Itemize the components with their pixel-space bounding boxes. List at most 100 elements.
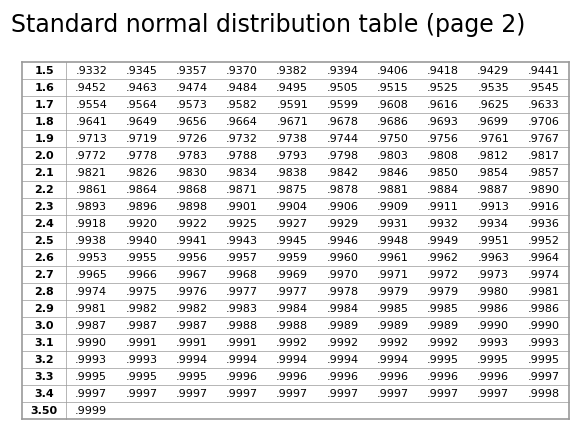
Text: .9990: .9990 bbox=[477, 321, 510, 331]
Text: .9997: .9997 bbox=[326, 389, 359, 399]
Text: .9981: .9981 bbox=[528, 287, 559, 297]
Text: .9995: .9995 bbox=[477, 355, 510, 365]
Text: 3.1: 3.1 bbox=[35, 338, 54, 348]
Text: .9793: .9793 bbox=[276, 151, 308, 161]
Text: .9830: .9830 bbox=[176, 168, 208, 178]
Text: .9974: .9974 bbox=[75, 287, 107, 297]
Text: .9991: .9991 bbox=[226, 338, 258, 348]
Text: .9884: .9884 bbox=[427, 185, 459, 195]
Text: 2.8: 2.8 bbox=[35, 287, 54, 297]
Text: .9625: .9625 bbox=[477, 100, 509, 110]
Text: .9671: .9671 bbox=[276, 117, 308, 127]
Text: 2.0: 2.0 bbox=[35, 151, 54, 161]
Text: .9649: .9649 bbox=[125, 117, 157, 127]
Text: .9938: .9938 bbox=[75, 236, 107, 246]
Text: .9994: .9994 bbox=[326, 355, 359, 365]
Text: .9996: .9996 bbox=[477, 372, 510, 382]
Text: 2.3: 2.3 bbox=[35, 202, 54, 212]
Text: 2.5: 2.5 bbox=[35, 236, 54, 246]
Text: .9922: .9922 bbox=[176, 219, 208, 229]
Text: .9821: .9821 bbox=[75, 168, 107, 178]
Text: .9881: .9881 bbox=[377, 185, 409, 195]
Text: .9966: .9966 bbox=[126, 270, 157, 280]
Text: .9564: .9564 bbox=[126, 100, 157, 110]
Text: .9990: .9990 bbox=[75, 338, 107, 348]
Text: .9783: .9783 bbox=[176, 151, 208, 161]
Text: .9750: .9750 bbox=[377, 134, 409, 144]
Text: .9973: .9973 bbox=[477, 270, 510, 280]
Text: .9945: .9945 bbox=[276, 236, 308, 246]
Text: 3.3: 3.3 bbox=[35, 372, 54, 382]
Text: .9946: .9946 bbox=[326, 236, 359, 246]
Text: .9969: .9969 bbox=[276, 270, 308, 280]
Text: .9994: .9994 bbox=[226, 355, 258, 365]
Text: .9678: .9678 bbox=[326, 117, 359, 127]
Text: .9515: .9515 bbox=[377, 83, 408, 93]
Text: .9996: .9996 bbox=[377, 372, 409, 382]
Text: .9599: .9599 bbox=[326, 100, 359, 110]
Text: .9826: .9826 bbox=[125, 168, 157, 178]
Text: .9955: .9955 bbox=[126, 253, 157, 263]
Text: .9616: .9616 bbox=[427, 100, 459, 110]
Text: .9989: .9989 bbox=[427, 321, 459, 331]
Text: .9357: .9357 bbox=[176, 66, 208, 76]
Text: .9993: .9993 bbox=[75, 355, 107, 365]
Text: .9998: .9998 bbox=[528, 389, 560, 399]
Text: .9948: .9948 bbox=[377, 236, 409, 246]
Text: .9893: .9893 bbox=[75, 202, 107, 212]
Text: 1.9: 1.9 bbox=[35, 134, 54, 144]
Text: 2.9: 2.9 bbox=[35, 304, 54, 314]
Text: .9452: .9452 bbox=[75, 83, 107, 93]
Text: .9997: .9997 bbox=[427, 389, 459, 399]
Text: .9554: .9554 bbox=[75, 100, 107, 110]
Text: .9633: .9633 bbox=[528, 100, 559, 110]
Text: .9871: .9871 bbox=[226, 185, 258, 195]
Text: .9975: .9975 bbox=[125, 287, 157, 297]
Text: .9943: .9943 bbox=[226, 236, 258, 246]
Text: .9817: .9817 bbox=[528, 151, 559, 161]
Text: .9984: .9984 bbox=[326, 304, 359, 314]
Text: .9931: .9931 bbox=[377, 219, 409, 229]
Text: .9986: .9986 bbox=[528, 304, 559, 314]
Text: .9979: .9979 bbox=[377, 287, 409, 297]
Text: .9664: .9664 bbox=[226, 117, 258, 127]
Text: .9953: .9953 bbox=[75, 253, 107, 263]
Text: .9345: .9345 bbox=[126, 66, 157, 76]
Text: 2.6: 2.6 bbox=[35, 253, 54, 263]
Text: .9929: .9929 bbox=[326, 219, 359, 229]
Text: .9961: .9961 bbox=[377, 253, 409, 263]
Text: .9890: .9890 bbox=[528, 185, 559, 195]
Text: .9985: .9985 bbox=[427, 304, 459, 314]
Text: .9997: .9997 bbox=[75, 389, 107, 399]
Text: .9429: .9429 bbox=[477, 66, 510, 76]
Text: .9934: .9934 bbox=[477, 219, 510, 229]
Text: .9878: .9878 bbox=[326, 185, 359, 195]
Text: .9394: .9394 bbox=[326, 66, 359, 76]
Text: .9608: .9608 bbox=[377, 100, 409, 110]
Text: .9706: .9706 bbox=[528, 117, 559, 127]
Text: 3.2: 3.2 bbox=[35, 355, 54, 365]
Text: .9962: .9962 bbox=[427, 253, 459, 263]
Text: .9761: .9761 bbox=[477, 134, 509, 144]
Text: .9994: .9994 bbox=[377, 355, 409, 365]
Text: .9861: .9861 bbox=[75, 185, 107, 195]
Text: .9904: .9904 bbox=[276, 202, 308, 212]
Text: .9999: .9999 bbox=[75, 406, 107, 416]
Text: .9332: .9332 bbox=[75, 66, 107, 76]
Text: 2.4: 2.4 bbox=[35, 219, 54, 229]
Text: .9992: .9992 bbox=[377, 338, 409, 348]
Text: .9525: .9525 bbox=[427, 83, 459, 93]
Text: .9997: .9997 bbox=[125, 389, 157, 399]
Text: .9854: .9854 bbox=[477, 168, 510, 178]
Text: .9964: .9964 bbox=[528, 253, 559, 263]
Text: .9656: .9656 bbox=[176, 117, 208, 127]
Text: .9983: .9983 bbox=[226, 304, 258, 314]
Text: .9406: .9406 bbox=[377, 66, 409, 76]
Text: .9991: .9991 bbox=[176, 338, 208, 348]
Text: .9463: .9463 bbox=[126, 83, 157, 93]
Text: .9982: .9982 bbox=[125, 304, 157, 314]
Text: .9995: .9995 bbox=[528, 355, 559, 365]
Text: .9997: .9997 bbox=[226, 389, 258, 399]
Text: .9591: .9591 bbox=[276, 100, 308, 110]
Text: .9911: .9911 bbox=[427, 202, 459, 212]
